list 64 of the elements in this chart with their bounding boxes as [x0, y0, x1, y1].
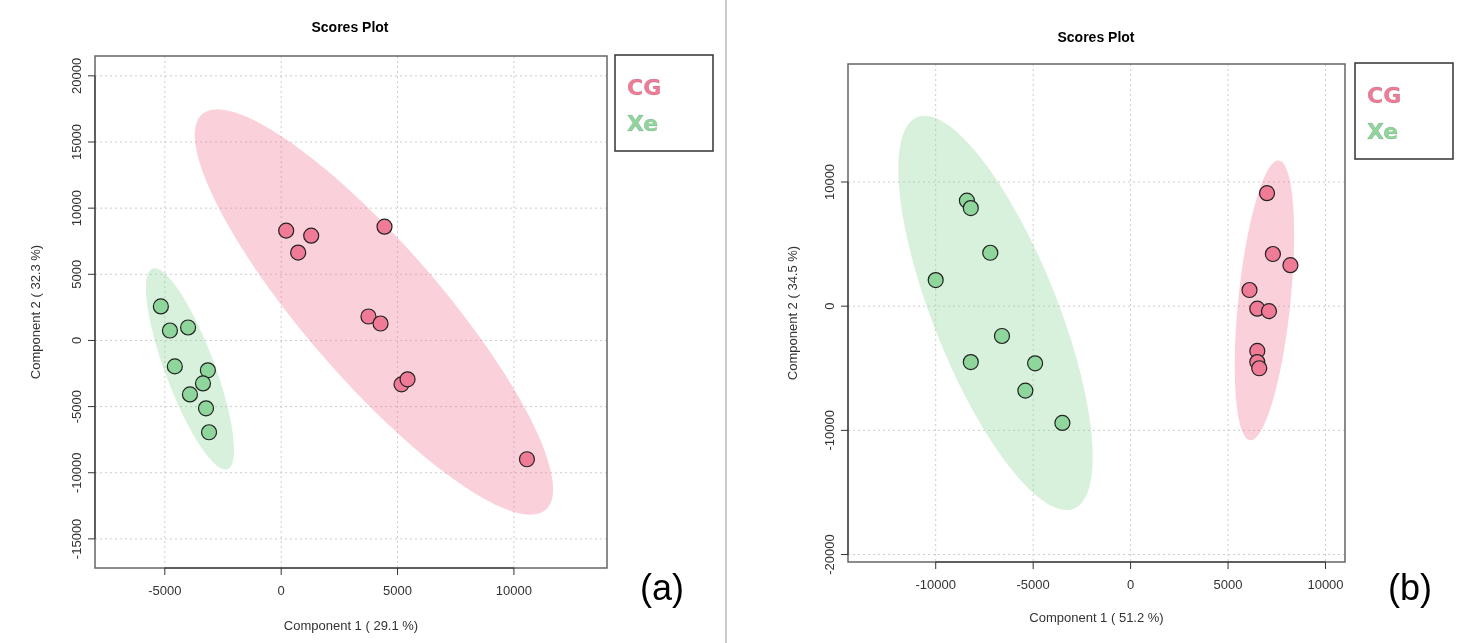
- point: [199, 362, 216, 379]
- x-tick-label: 5000: [383, 583, 413, 598]
- point: [1260, 303, 1278, 320]
- point: [360, 308, 377, 325]
- point: [376, 218, 393, 235]
- x-tick-label: -5000: [1016, 577, 1050, 592]
- point: [372, 315, 389, 332]
- point: [278, 222, 295, 239]
- point: [1027, 355, 1044, 372]
- point: [518, 451, 536, 468]
- text: Xe: [1367, 119, 1399, 144]
- text: CG: [1367, 83, 1402, 108]
- point: [1251, 360, 1268, 377]
- point: [181, 386, 199, 403]
- y-tick-label: -15000: [69, 518, 84, 560]
- x-tick-label: -5000: [148, 583, 182, 598]
- point: [290, 244, 307, 261]
- y-tick-label: -20000: [822, 534, 837, 575]
- point: [303, 227, 320, 244]
- y-axis-title: Component 2 ( 32.3 %): [28, 244, 43, 380]
- point: [962, 353, 979, 371]
- point: [399, 371, 416, 388]
- y-tick-label: 10000: [822, 163, 837, 201]
- point: [166, 358, 183, 375]
- x-tick-label: -10000: [915, 577, 956, 592]
- point: [962, 199, 979, 217]
- point: [179, 319, 197, 336]
- point: [993, 327, 1011, 345]
- point: [200, 424, 218, 441]
- y-tick-label: 5000: [69, 259, 84, 289]
- point: [161, 322, 179, 339]
- x-tick-label: 10000: [495, 583, 532, 598]
- text: CG: [627, 75, 662, 100]
- y-axis-title: Component 2 ( 34.5 %): [785, 245, 800, 381]
- x-tick-label: 0: [277, 583, 285, 598]
- y-tick-label: -10000: [822, 410, 837, 451]
- x-tick-label: 5000: [1213, 577, 1243, 592]
- point: [982, 244, 999, 261]
- x-axis-title: Component 1 ( 29.1 %): [283, 618, 419, 633]
- y-tick-label: 0: [822, 302, 837, 310]
- point: [927, 271, 944, 289]
- x-axis-title: Component 1 ( 51.2 %): [1029, 610, 1164, 625]
- y-tick-label: -5000: [69, 389, 84, 424]
- y-tick-label: 15000: [69, 123, 84, 161]
- text: Xe: [627, 111, 659, 136]
- point: [1054, 414, 1071, 432]
- text: (b): [1388, 567, 1432, 608]
- chart-title: Scores Plot: [311, 19, 389, 35]
- x-tick-label: 0: [1126, 577, 1135, 592]
- point: [197, 400, 215, 417]
- point: [152, 298, 169, 315]
- y-tick-label: 10000: [69, 190, 84, 227]
- point: [1258, 185, 1276, 202]
- y-tick-label: 0: [69, 336, 84, 345]
- y-tick-label: -10000: [69, 452, 84, 493]
- point: [1264, 245, 1281, 263]
- y-tick-label: 20000: [69, 57, 84, 94]
- point: [194, 375, 212, 392]
- point: [1017, 382, 1034, 399]
- chart-title: Scores Plot: [1057, 29, 1135, 45]
- point: [1241, 281, 1258, 299]
- text: (a): [640, 567, 684, 608]
- point: [1282, 257, 1299, 274]
- x-tick-label: 10000: [1307, 577, 1344, 592]
